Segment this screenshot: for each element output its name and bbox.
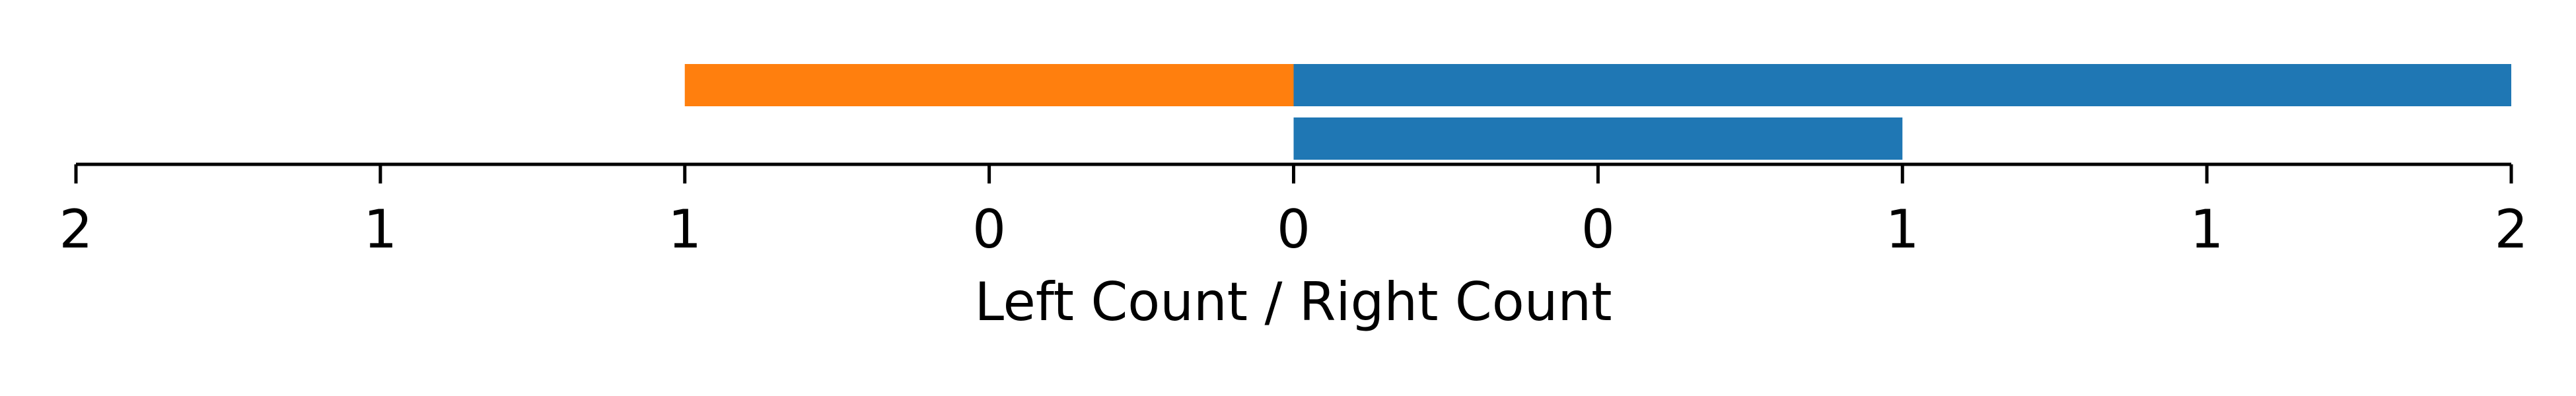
bars-group: [684, 64, 2511, 160]
bar-right-row-2: [1293, 117, 1903, 160]
x-tick-label: 2: [59, 199, 93, 260]
x-axis-label: Left Count / Right Count: [975, 271, 1612, 333]
bar-right-row-1: [1293, 64, 2511, 106]
x-ticks-group: 2 1 1 0 0 0 1 1 2: [59, 164, 2528, 260]
bar-left-row-1: [684, 64, 1294, 106]
x-tick-label: 0: [1581, 199, 1615, 260]
x-tick-label: 0: [1277, 199, 1310, 260]
x-tick-label: 1: [363, 199, 397, 260]
x-tick-label: 1: [2190, 199, 2224, 260]
x-tick-label: 0: [972, 199, 1006, 260]
x-tick-label: 1: [668, 199, 701, 260]
x-tick-label: 2: [2495, 199, 2528, 260]
x-tick-label: 1: [1886, 199, 1919, 260]
